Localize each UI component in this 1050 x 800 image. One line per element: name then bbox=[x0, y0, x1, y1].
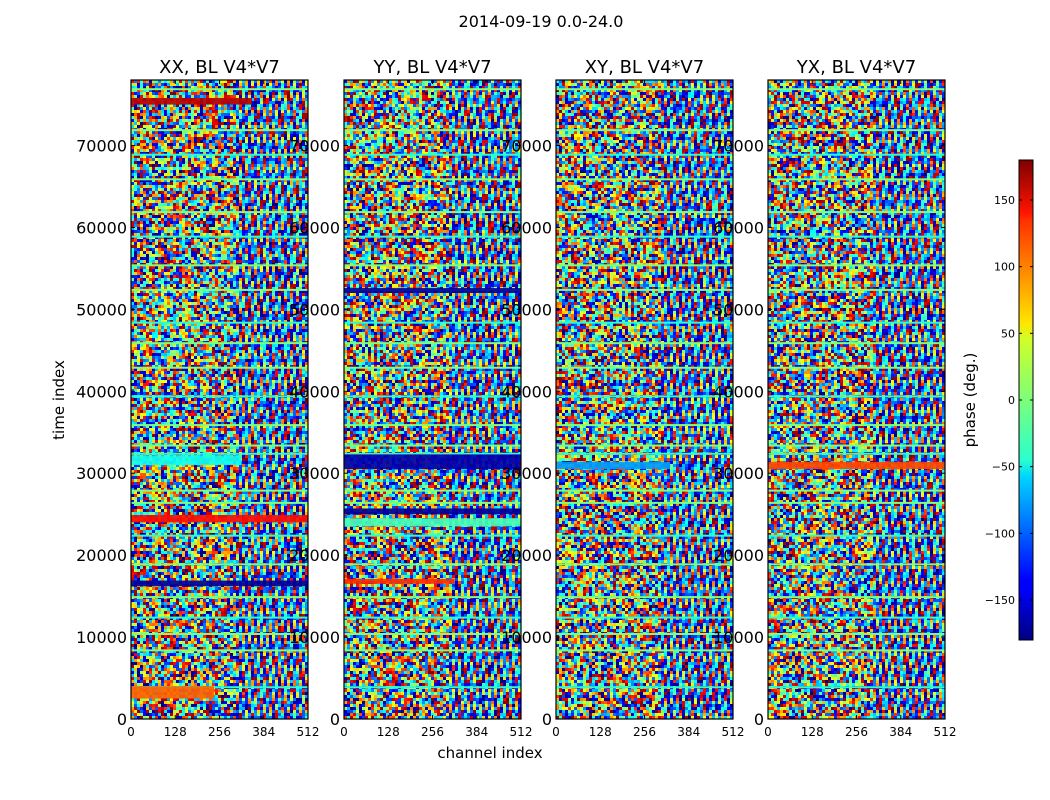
figure-suptitle: 2014-09-19 0.0-24.0 bbox=[0, 12, 1050, 31]
x-tick-label: 256 bbox=[208, 725, 231, 739]
y-tick-label: 60000 bbox=[713, 218, 764, 237]
y-tick-label: 40000 bbox=[501, 382, 552, 401]
colorbar: −150 −100 −50 0 50 100 150 phase (deg.) bbox=[961, 159, 1034, 641]
x-tick-label: 128 bbox=[377, 725, 400, 739]
colorbar-tick-label: 50 bbox=[1001, 327, 1015, 340]
colorbar-tick-label: −50 bbox=[992, 461, 1015, 474]
y-tick-label: 60000 bbox=[289, 218, 340, 237]
y-tick-label: 50000 bbox=[289, 300, 340, 319]
x-tick-label: 512 bbox=[297, 725, 320, 739]
phase-heatmap bbox=[344, 80, 521, 719]
y-tick-label: 20000 bbox=[76, 546, 127, 565]
y-tick-label: 70000 bbox=[713, 137, 764, 156]
x-tick-label: 512 bbox=[510, 725, 533, 739]
y-tick-label: 50000 bbox=[501, 300, 552, 319]
panel-1: YY, BL V4*V7 0 128 256 384 512 0 10000 20000 3000… bbox=[289, 57, 532, 739]
x-tick-label: 256 bbox=[421, 725, 444, 739]
y-tick-label: 20000 bbox=[289, 546, 340, 565]
panel-title: XX, BL V4*V7 bbox=[159, 57, 280, 78]
y-tick-label: 0 bbox=[117, 710, 127, 729]
y-tick-label: 70000 bbox=[501, 137, 552, 156]
y-tick-label: 60000 bbox=[501, 218, 552, 237]
y-axis-label: time index bbox=[50, 360, 68, 440]
phase-heatmap bbox=[768, 80, 945, 719]
phase-heatmap bbox=[131, 80, 308, 719]
panel-title: XY, BL V4*V7 bbox=[585, 57, 704, 78]
x-tick-label: 512 bbox=[722, 725, 745, 739]
colorbar-tick-label: −100 bbox=[985, 527, 1015, 540]
y-tick-label: 30000 bbox=[713, 464, 764, 483]
y-tick-label: 40000 bbox=[713, 382, 764, 401]
colorbar-tick-label: −150 bbox=[985, 594, 1015, 607]
x-axis-label: channel index bbox=[437, 744, 542, 762]
panel-3: YX, BL V4*V7 0 128 256 384 512 0 10000 20000 3000… bbox=[713, 57, 956, 739]
colorbar-tick-label: 100 bbox=[994, 261, 1015, 274]
x-tick-label: 0 bbox=[764, 725, 772, 739]
y-tick-label: 10000 bbox=[501, 628, 552, 647]
x-tick-label: 128 bbox=[801, 725, 824, 739]
panel-title: YX, BL V4*V7 bbox=[796, 57, 916, 78]
y-tick-label: 0 bbox=[330, 710, 340, 729]
y-tick-label: 30000 bbox=[289, 464, 340, 483]
x-tick-label: 128 bbox=[589, 725, 612, 739]
x-tick-label: 0 bbox=[552, 725, 560, 739]
colorbar-tick-label: 0 bbox=[1008, 394, 1015, 407]
x-tick-label: 256 bbox=[633, 725, 656, 739]
x-tick-label: 0 bbox=[127, 725, 135, 739]
panel-title: YY, BL V4*V7 bbox=[372, 57, 491, 78]
y-tick-label: 30000 bbox=[501, 464, 552, 483]
panel-2: XY, BL V4*V7 0 128 256 384 512 0 10000 20000 3000… bbox=[501, 57, 744, 739]
y-tick-label: 10000 bbox=[289, 628, 340, 647]
y-tick-label: 20000 bbox=[501, 546, 552, 565]
y-tick-label: 0 bbox=[754, 710, 764, 729]
y-tick-label: 70000 bbox=[76, 137, 127, 156]
y-tick-label: 30000 bbox=[76, 464, 127, 483]
y-tick-label: 50000 bbox=[713, 300, 764, 319]
x-tick-label: 128 bbox=[164, 725, 187, 739]
y-tick-label: 40000 bbox=[76, 382, 127, 401]
y-tick-label: 0 bbox=[542, 710, 552, 729]
phase-heatmap bbox=[556, 80, 733, 719]
y-tick-label: 60000 bbox=[76, 218, 127, 237]
y-tick-label: 10000 bbox=[713, 628, 764, 647]
x-tick-label: 384 bbox=[465, 725, 488, 739]
y-tick-label: 50000 bbox=[76, 300, 127, 319]
y-tick-label: 10000 bbox=[76, 628, 127, 647]
x-tick-label: 256 bbox=[845, 725, 868, 739]
x-tick-label: 384 bbox=[252, 725, 275, 739]
y-tick-label: 70000 bbox=[289, 137, 340, 156]
x-tick-label: 384 bbox=[889, 725, 912, 739]
y-tick-label: 20000 bbox=[713, 546, 764, 565]
x-tick-label: 512 bbox=[934, 725, 957, 739]
x-tick-label: 384 bbox=[677, 725, 700, 739]
panel-0: XX, BL V4*V7 0 128 256 384 512 0 10000 20000 3000… bbox=[76, 57, 319, 739]
colorbar-tick-label: 150 bbox=[994, 194, 1015, 207]
colorbar-label: phase (deg.) bbox=[961, 353, 979, 448]
y-tick-label: 40000 bbox=[289, 382, 340, 401]
x-tick-label: 0 bbox=[340, 725, 348, 739]
